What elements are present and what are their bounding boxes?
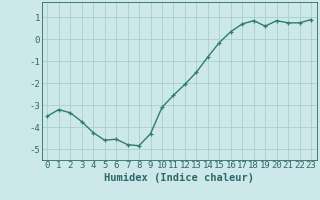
X-axis label: Humidex (Indice chaleur): Humidex (Indice chaleur): [104, 173, 254, 183]
